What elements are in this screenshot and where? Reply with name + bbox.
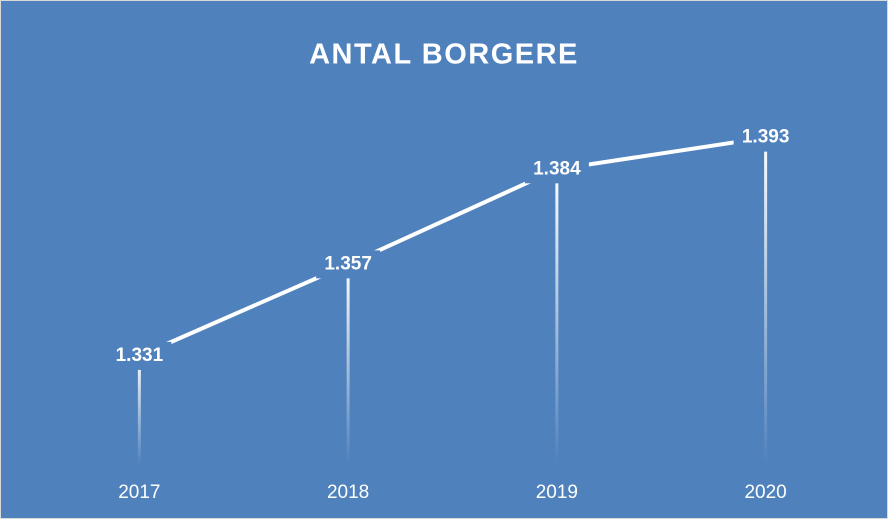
x-tick-label: 2018 (327, 482, 369, 503)
drop-line (137, 355, 141, 465)
chart-title: ANTAL BORGERE (309, 39, 579, 71)
data-label: 1.331 (116, 345, 164, 366)
data-label: 1.393 (742, 127, 790, 148)
drop-line (346, 264, 350, 465)
drop-line (555, 169, 559, 465)
x-tick-label: 2019 (536, 482, 578, 503)
data-line (138, 135, 766, 358)
drop-line (764, 137, 768, 465)
data-label: 1.357 (324, 253, 372, 274)
label-background (316, 250, 381, 279)
x-tick-label: 2017 (118, 482, 160, 503)
label-background (107, 341, 172, 370)
x-tick-label: 2020 (744, 482, 786, 503)
label-background (524, 155, 589, 184)
data-label: 1.384 (533, 158, 581, 179)
label-background (733, 123, 798, 152)
